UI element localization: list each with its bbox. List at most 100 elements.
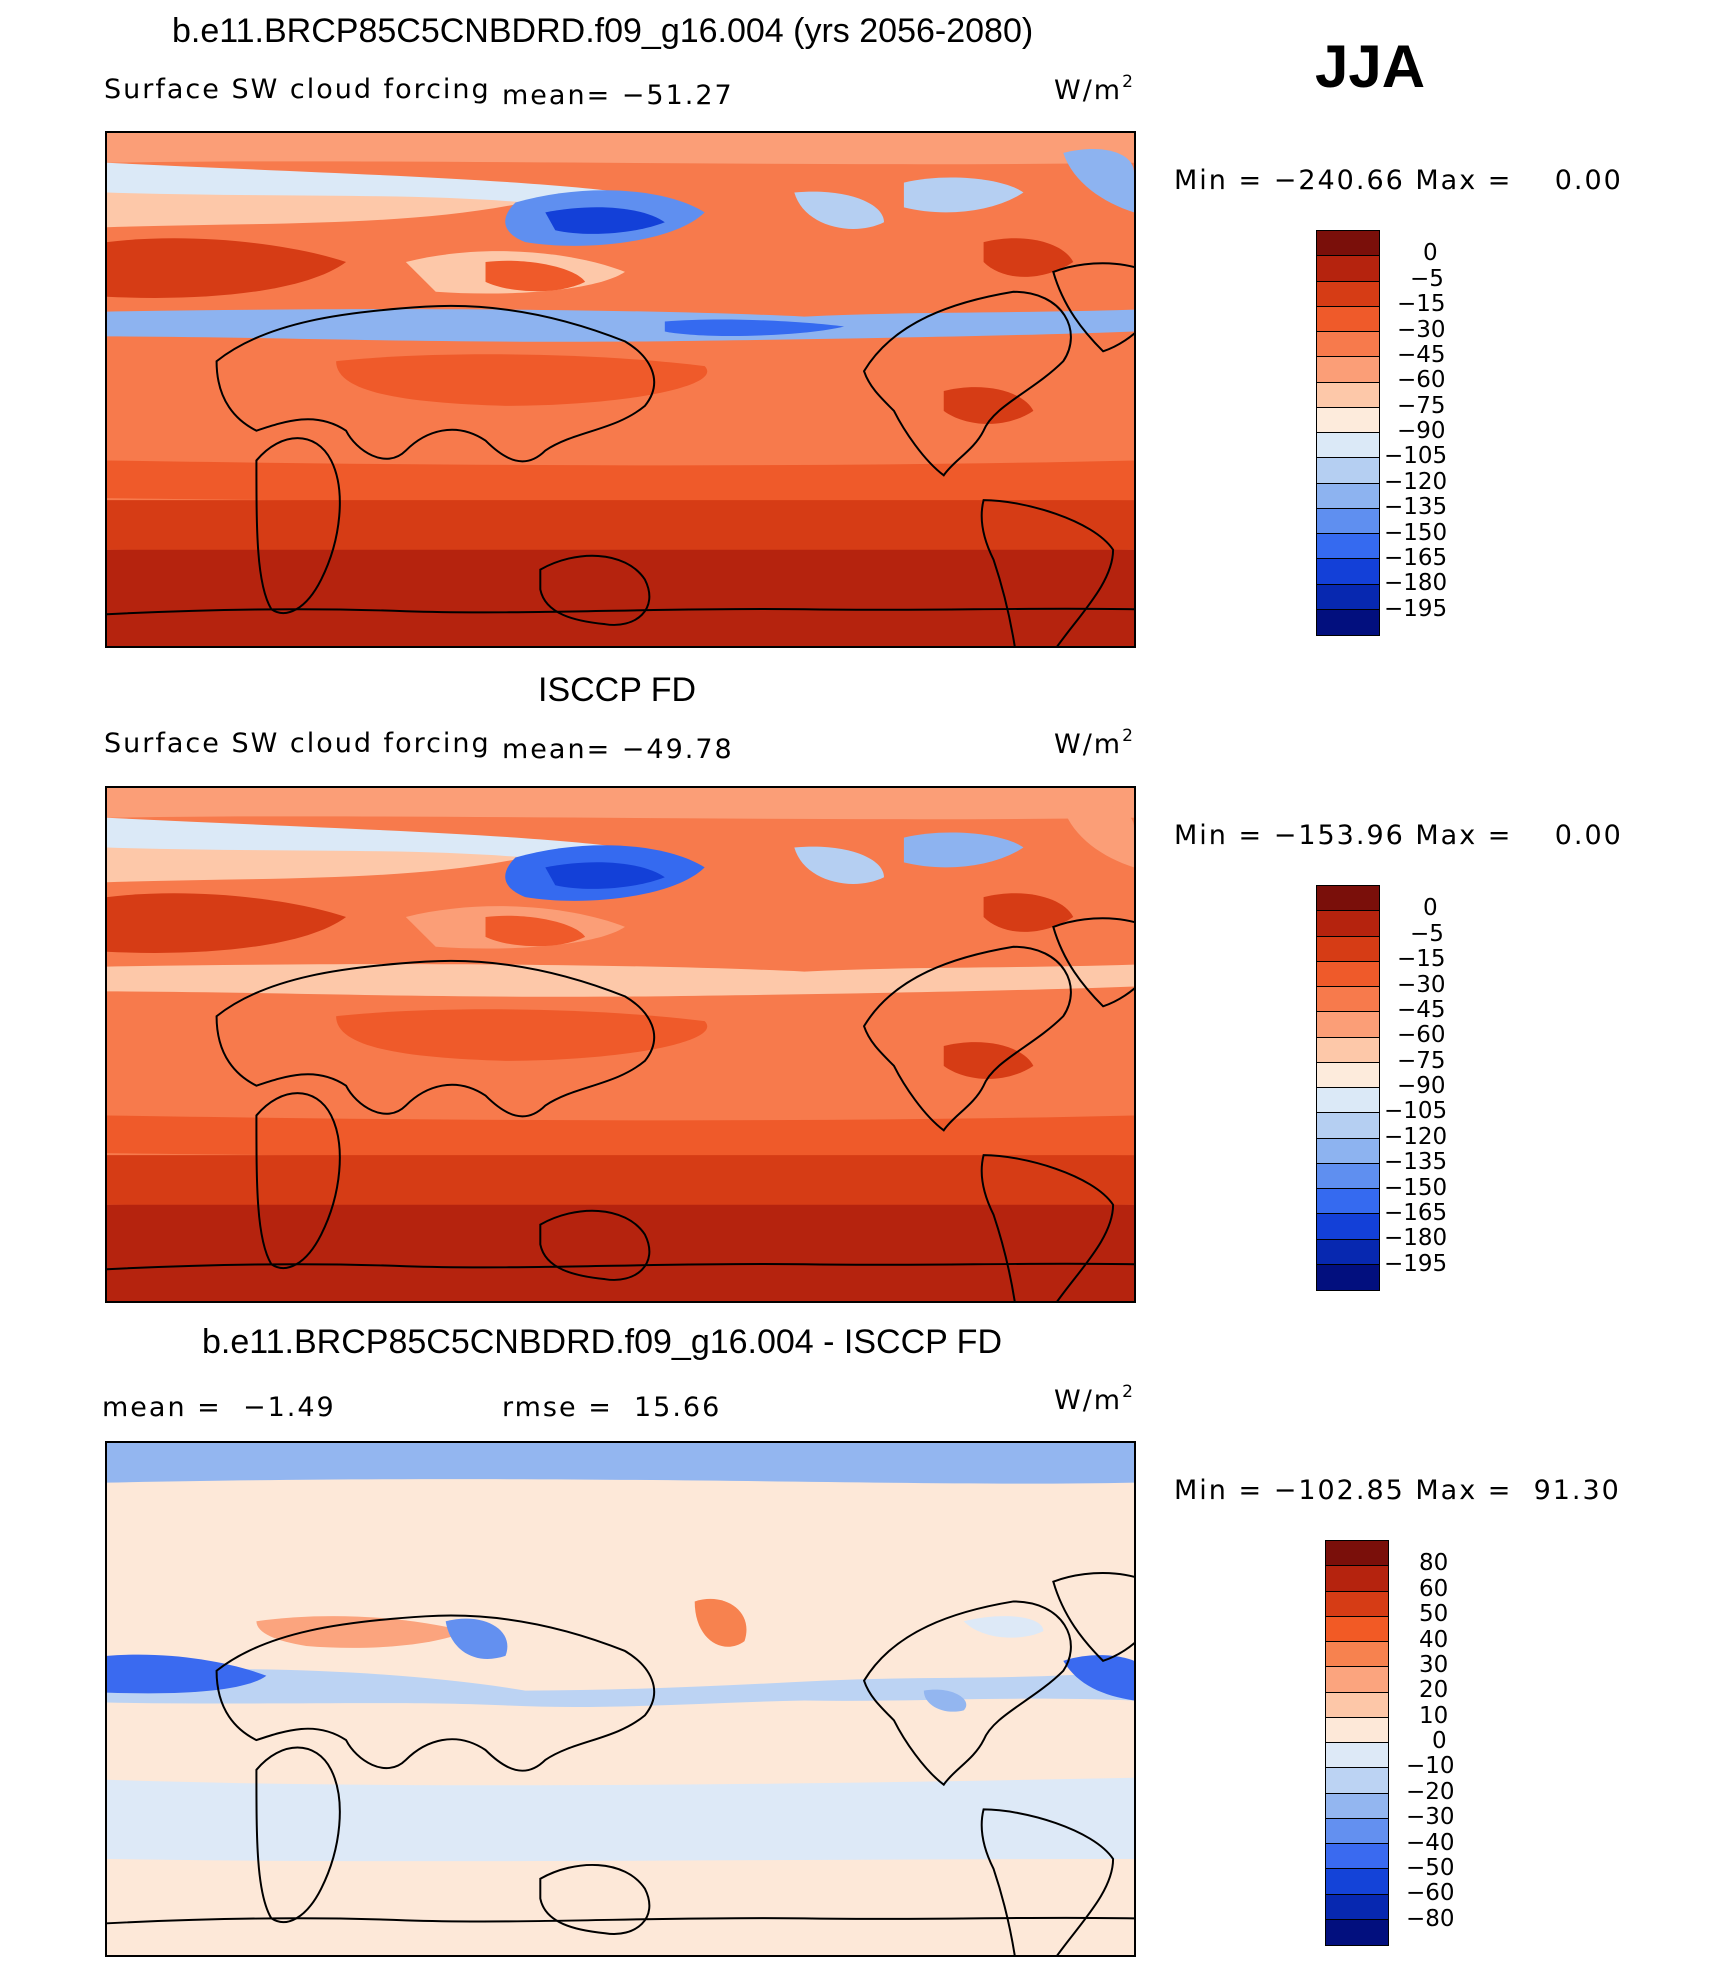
colorbar-swatch <box>1317 433 1379 459</box>
colorbar-swatch <box>1317 987 1379 1013</box>
panel2-units: W/m2 <box>1054 726 1133 760</box>
colorbar-swatch <box>1326 1919 1388 1945</box>
colorbar-label: −15 <box>1397 946 1446 973</box>
panel3-min-max: Min = −102.85 Max = 91.30 <box>1174 1475 1621 1506</box>
colorbar-swatch <box>1317 1088 1379 1114</box>
colorbar-label: −165 <box>1384 544 1448 571</box>
colorbar-swatch <box>1317 1264 1379 1290</box>
colorbar-label: −60 <box>1397 367 1446 394</box>
panel3-title: b.e11.BRCP85C5CNBDRD.f09_g16.004 - ISCCP… <box>202 1323 1002 1361</box>
panel2-min-max: Min = −153.96 Max = 0.00 <box>1174 820 1623 851</box>
colorbar-swatch <box>1317 936 1379 962</box>
colorbar-label: −20 <box>1406 1778 1455 1805</box>
colorbar-label: −105 <box>1384 443 1448 470</box>
colorbar-swatch <box>1317 332 1379 358</box>
colorbar-swatch <box>1317 559 1379 585</box>
colorbar-swatch <box>1317 609 1379 635</box>
colorbar-label: −105 <box>1384 1098 1448 1125</box>
panel1-min-max: Min = −240.66 Max = 0.00 <box>1174 165 1623 196</box>
colorbar-label: −60 <box>1406 1880 1455 1907</box>
colorbar-swatch <box>1317 911 1379 937</box>
panel3-map <box>105 1441 1136 1957</box>
colorbar-label: −120 <box>1384 1123 1448 1150</box>
colorbar-swatch <box>1326 1869 1388 1895</box>
colorbar-swatch <box>1317 1163 1379 1189</box>
colorbar-label: −195 <box>1384 595 1448 622</box>
panel2-mean: mean= −49.78 <box>502 734 734 765</box>
panel2-title: ISCCP FD <box>538 671 697 709</box>
colorbar-swatch <box>1317 961 1379 987</box>
colorbar-swatch <box>1326 1692 1388 1718</box>
colorbar-label: −45 <box>1397 996 1446 1023</box>
colorbar-swatch <box>1326 1818 1388 1844</box>
colorbar-swatch <box>1326 1894 1388 1920</box>
colorbar-swatch <box>1317 306 1379 332</box>
colorbar-label: −90 <box>1397 1073 1446 1099</box>
colorbar-swatch <box>1326 1717 1388 1743</box>
colorbar-label: −120 <box>1384 468 1448 495</box>
colorbar-label: −50 <box>1406 1854 1455 1881</box>
colorbar-swatch <box>1317 1012 1379 1038</box>
colorbar-label: 20 <box>1419 1677 1449 1704</box>
panel3-mean: mean = −1.49 <box>102 1392 336 1423</box>
colorbar-label: −15 <box>1397 291 1446 318</box>
colorbar-swatch <box>1317 584 1379 610</box>
colorbar-label: −90 <box>1397 418 1446 444</box>
panel3-rmse: rmse = 15.66 <box>502 1392 722 1423</box>
panel2-colorbar <box>1316 885 1380 1291</box>
colorbar-swatch <box>1326 1616 1388 1642</box>
colorbar-swatch <box>1317 231 1379 257</box>
colorbar-swatch <box>1326 1591 1388 1617</box>
colorbar-label: −45 <box>1397 341 1446 368</box>
colorbar-label: −150 <box>1384 1174 1448 1201</box>
colorbar-swatch <box>1326 1541 1388 1567</box>
colorbar-swatch <box>1317 508 1379 534</box>
colorbar-label: −195 <box>1384 1250 1448 1277</box>
colorbar-label: 0 <box>1423 895 1438 922</box>
colorbar-label: −80 <box>1406 1905 1455 1932</box>
panel1-units: W/m2 <box>1054 72 1133 106</box>
colorbar-label: −150 <box>1384 519 1448 546</box>
colorbar-swatch <box>1326 1743 1388 1769</box>
colorbar-label: 80 <box>1419 1550 1449 1577</box>
colorbar-label: 40 <box>1419 1626 1449 1653</box>
colorbar-swatch <box>1326 1844 1388 1870</box>
colorbar-swatch <box>1317 1239 1379 1265</box>
colorbar-swatch <box>1317 1138 1379 1164</box>
colorbar-label: 50 <box>1419 1601 1449 1628</box>
colorbar-swatch <box>1317 1113 1379 1139</box>
colorbar-swatch <box>1317 1062 1379 1088</box>
colorbar-label: 0 <box>1423 240 1438 267</box>
colorbar-label: −75 <box>1397 392 1446 419</box>
colorbar-swatch <box>1317 407 1379 433</box>
colorbar-swatch <box>1317 458 1379 484</box>
panel1-title: b.e11.BRCP85C5CNBDRD.f09_g16.004 (yrs 20… <box>172 12 1034 50</box>
colorbar-label: −30 <box>1397 316 1446 343</box>
colorbar-label: −165 <box>1384 1199 1448 1226</box>
colorbar-label: −5 <box>1410 920 1444 947</box>
colorbar-swatch <box>1317 1037 1379 1063</box>
season-label: JJA <box>1315 33 1426 100</box>
colorbar-label: −180 <box>1384 570 1448 597</box>
panel1-map <box>105 131 1136 648</box>
colorbar-swatch <box>1317 1214 1379 1240</box>
colorbar-swatch <box>1317 483 1379 509</box>
panel1-colorbar <box>1316 230 1380 636</box>
panel3-colorbar <box>1325 1540 1389 1946</box>
panel2-variable: Surface SW cloud forcing <box>104 728 491 759</box>
colorbar-label: 30 <box>1419 1651 1449 1678</box>
colorbar-swatch <box>1326 1566 1388 1592</box>
colorbar-swatch <box>1317 357 1379 383</box>
colorbar-label: 60 <box>1419 1575 1449 1602</box>
colorbar-swatch <box>1317 281 1379 307</box>
panel3-units: W/m2 <box>1054 1382 1133 1416</box>
colorbar-label: −135 <box>1384 494 1448 521</box>
colorbar-label: −5 <box>1410 265 1444 292</box>
colorbar-swatch <box>1317 886 1379 912</box>
colorbar-label: −60 <box>1397 1022 1446 1049</box>
panel2-map <box>105 786 1136 1303</box>
colorbar-label: −180 <box>1384 1225 1448 1252</box>
colorbar-swatch <box>1326 1768 1388 1794</box>
colorbar-swatch <box>1317 382 1379 408</box>
colorbar-label: −10 <box>1406 1753 1455 1780</box>
